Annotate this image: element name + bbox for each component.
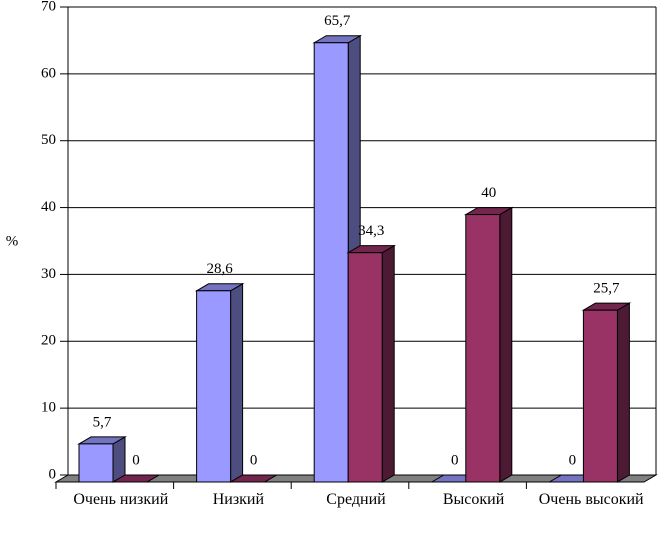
value-label: 0 — [451, 452, 459, 468]
x-tick-label: Средний — [326, 491, 386, 508]
value-label: 0 — [569, 452, 577, 468]
x-tick-label: Очень высокий — [538, 491, 644, 508]
bar-side — [112, 436, 126, 483]
bar-side — [499, 206, 513, 483]
bar — [78, 443, 114, 483]
value-label: 5,7 — [93, 414, 112, 430]
bar-side — [230, 282, 244, 483]
x-tick-label: Низкий — [212, 491, 265, 508]
y-tick-label: 10 — [41, 400, 56, 416]
bar — [582, 309, 618, 483]
value-label: 40 — [481, 185, 496, 201]
y-tick-label: 30 — [41, 266, 56, 282]
value-label: 28,6 — [206, 261, 233, 277]
bar — [347, 252, 383, 483]
y-tick-label: 20 — [41, 333, 56, 349]
value-label: 34,3 — [358, 223, 384, 239]
bar — [313, 42, 349, 483]
bar — [196, 290, 232, 483]
bar-side — [381, 244, 395, 483]
bar — [465, 214, 501, 483]
value-label: 0 — [250, 452, 258, 468]
y-tick-label: 70 — [41, 0, 56, 14]
y-tick-label: 40 — [41, 199, 56, 215]
y-tick-label: 0 — [49, 466, 57, 482]
value-label: 65,7 — [324, 13, 351, 29]
bar-top — [111, 474, 161, 483]
x-tick-label: Очень низкий — [73, 491, 169, 508]
y-tick-label: 50 — [41, 132, 56, 148]
x-tick-label: Высокий — [442, 491, 505, 508]
value-label: 0 — [132, 452, 140, 468]
bar-side — [616, 302, 630, 483]
y-axis-label: % — [6, 233, 19, 249]
y-tick-label: 60 — [41, 65, 56, 81]
bar-top — [228, 474, 279, 483]
value-label: 25,7 — [593, 281, 620, 297]
